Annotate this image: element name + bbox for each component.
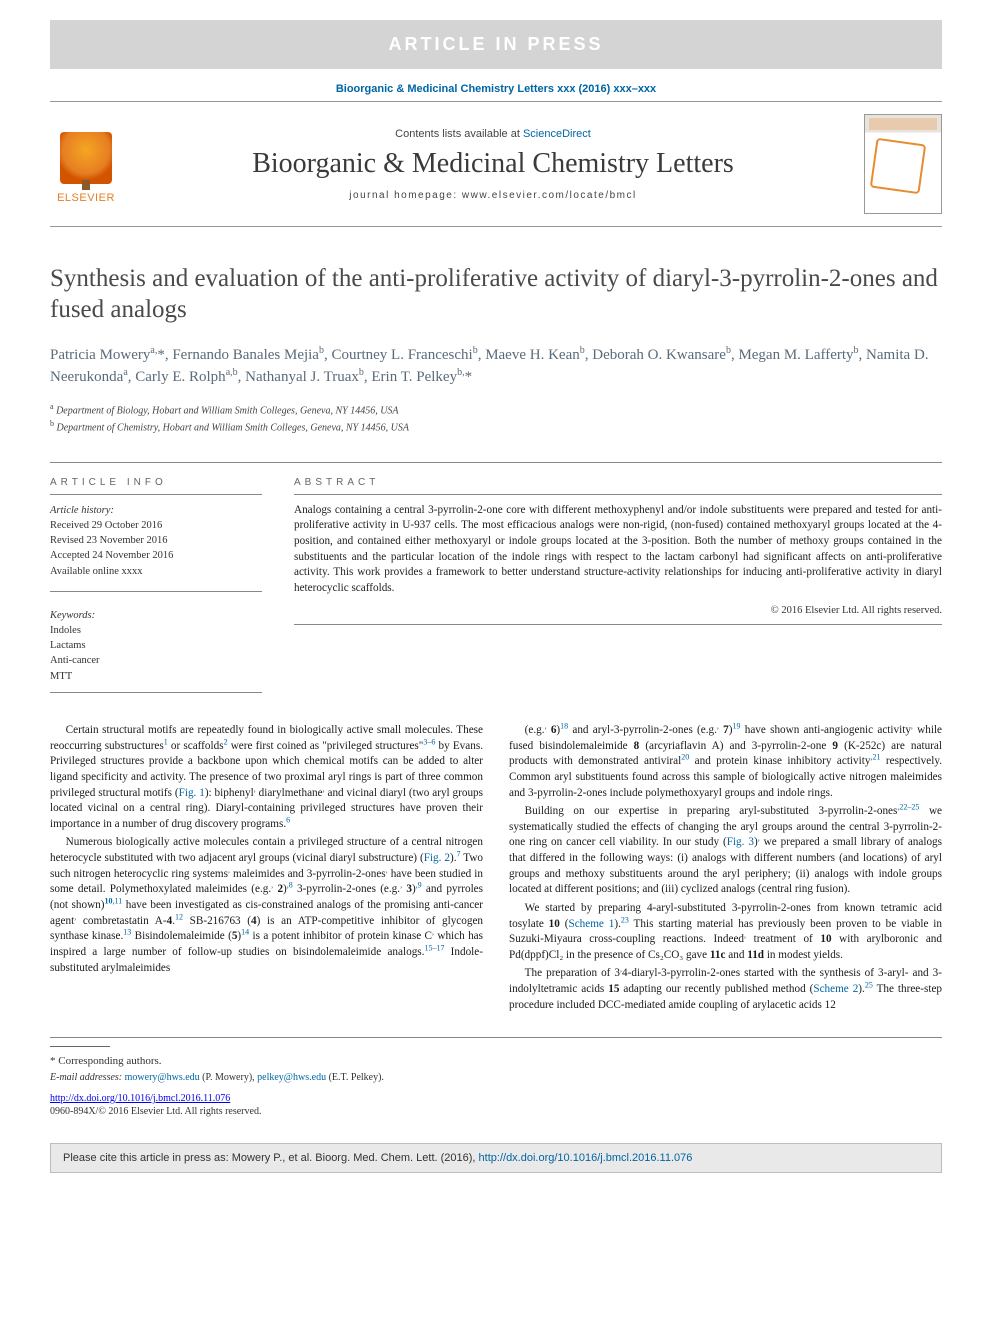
- email-link-1[interactable]: mowery@hws.edu: [125, 1072, 200, 1083]
- sciencedirect-link[interactable]: ScienceDirect: [523, 128, 591, 140]
- keyword-2: Lactams: [50, 638, 262, 653]
- history-label: Article history:: [50, 505, 114, 516]
- corr-label: * Corresponding authors.: [50, 1055, 162, 1067]
- email-label: E-mail addresses:: [50, 1072, 122, 1083]
- article-info-heading: ARTICLE INFO: [50, 477, 262, 495]
- abstract-column: ABSTRACT Analogs containing a central 3-…: [294, 477, 942, 693]
- keywords-label: Keywords:: [50, 610, 95, 621]
- email-link-2[interactable]: pelkey@hws.edu: [257, 1072, 326, 1083]
- body-p3: (e.g., 6)18 and aryl-3-pyrrolin-2-ones (…: [509, 723, 942, 801]
- publisher-name: ELSEVIER: [57, 192, 115, 204]
- elsevier-logo: ELSEVIER: [50, 124, 122, 204]
- journal-reference: Bioorganic & Medicinal Chemistry Letters…: [50, 83, 942, 95]
- please-cite-box: Please cite this article in press as: Mo…: [50, 1143, 942, 1173]
- email-who-1: (P. Mowery): [202, 1072, 252, 1083]
- article-in-press-banner: ARTICLE IN PRESS: [50, 20, 942, 69]
- cite-prefix: Please cite this article in press as: Mo…: [63, 1152, 479, 1164]
- sd-prefix: Contents lists available at: [395, 128, 523, 140]
- history-online: Available online xxxx: [50, 564, 262, 579]
- keyword-1: Indoles: [50, 623, 262, 638]
- history-received: Received 29 October 2016: [50, 518, 262, 533]
- article-info-column: ARTICLE INFO Article history: Received 2…: [50, 477, 262, 693]
- abstract-text: Analogs containing a central 3-pyrrolin-…: [294, 503, 942, 597]
- email-who-2: (E.T. Pelkey).: [329, 1072, 384, 1083]
- doi-link[interactable]: http://dx.doi.org/10.1016/j.bmcl.2016.11…: [50, 1093, 230, 1104]
- journal-homepage: journal homepage: www.elsevier.com/locat…: [140, 190, 846, 201]
- affiliation-b: b Department of Chemistry, Hobart and Wi…: [50, 418, 942, 435]
- keyword-3: Anti-cancer: [50, 653, 262, 668]
- keyword-4: MTT: [50, 669, 262, 684]
- history-accepted: Accepted 24 November 2016: [50, 548, 262, 563]
- body-p1: Certain structural motifs are repeatedly…: [50, 723, 483, 833]
- body-p5: We started by preparing 4-aryl-substitut…: [509, 901, 942, 964]
- article-title: Synthesis and evaluation of the anti-pro…: [50, 263, 942, 326]
- journal-cover-thumb: [864, 114, 942, 214]
- sciencedirect-line: Contents lists available at ScienceDirec…: [140, 128, 846, 140]
- body-p2: Numerous biologically active molecules c…: [50, 835, 483, 976]
- author-list: Patricia Mowerya,*, Fernando Banales Mej…: [50, 344, 942, 390]
- issn-rights-line: 0960-894X/© 2016 Elsevier Ltd. All right…: [50, 1106, 942, 1117]
- affiliation-a: a Department of Biology, Hobart and Will…: [50, 401, 942, 418]
- article-body: Certain structural motifs are repeatedly…: [50, 723, 942, 1013]
- journal-name: Bioorganic & Medicinal Chemistry Letters: [140, 148, 846, 180]
- body-p4: Building on our expertise in preparing a…: [509, 804, 942, 898]
- abstract-heading: ABSTRACT: [294, 477, 942, 495]
- corresponding-authors-block: * Corresponding authors. E-mail addresse…: [50, 1037, 942, 1085]
- journal-header: ELSEVIER Contents lists available at Sci…: [50, 101, 942, 227]
- affiliations: a Department of Biology, Hobart and Will…: [50, 401, 942, 436]
- cite-doi-link[interactable]: http://dx.doi.org/10.1016/j.bmcl.2016.11…: [479, 1152, 693, 1164]
- abstract-copyright: © 2016 Elsevier Ltd. All rights reserved…: [294, 605, 942, 616]
- elsevier-tree-icon: [60, 132, 112, 184]
- body-p6: The preparation of 3,4-diaryl-3-pyrrolin…: [509, 966, 942, 1013]
- history-revised: Revised 23 November 2016: [50, 533, 262, 548]
